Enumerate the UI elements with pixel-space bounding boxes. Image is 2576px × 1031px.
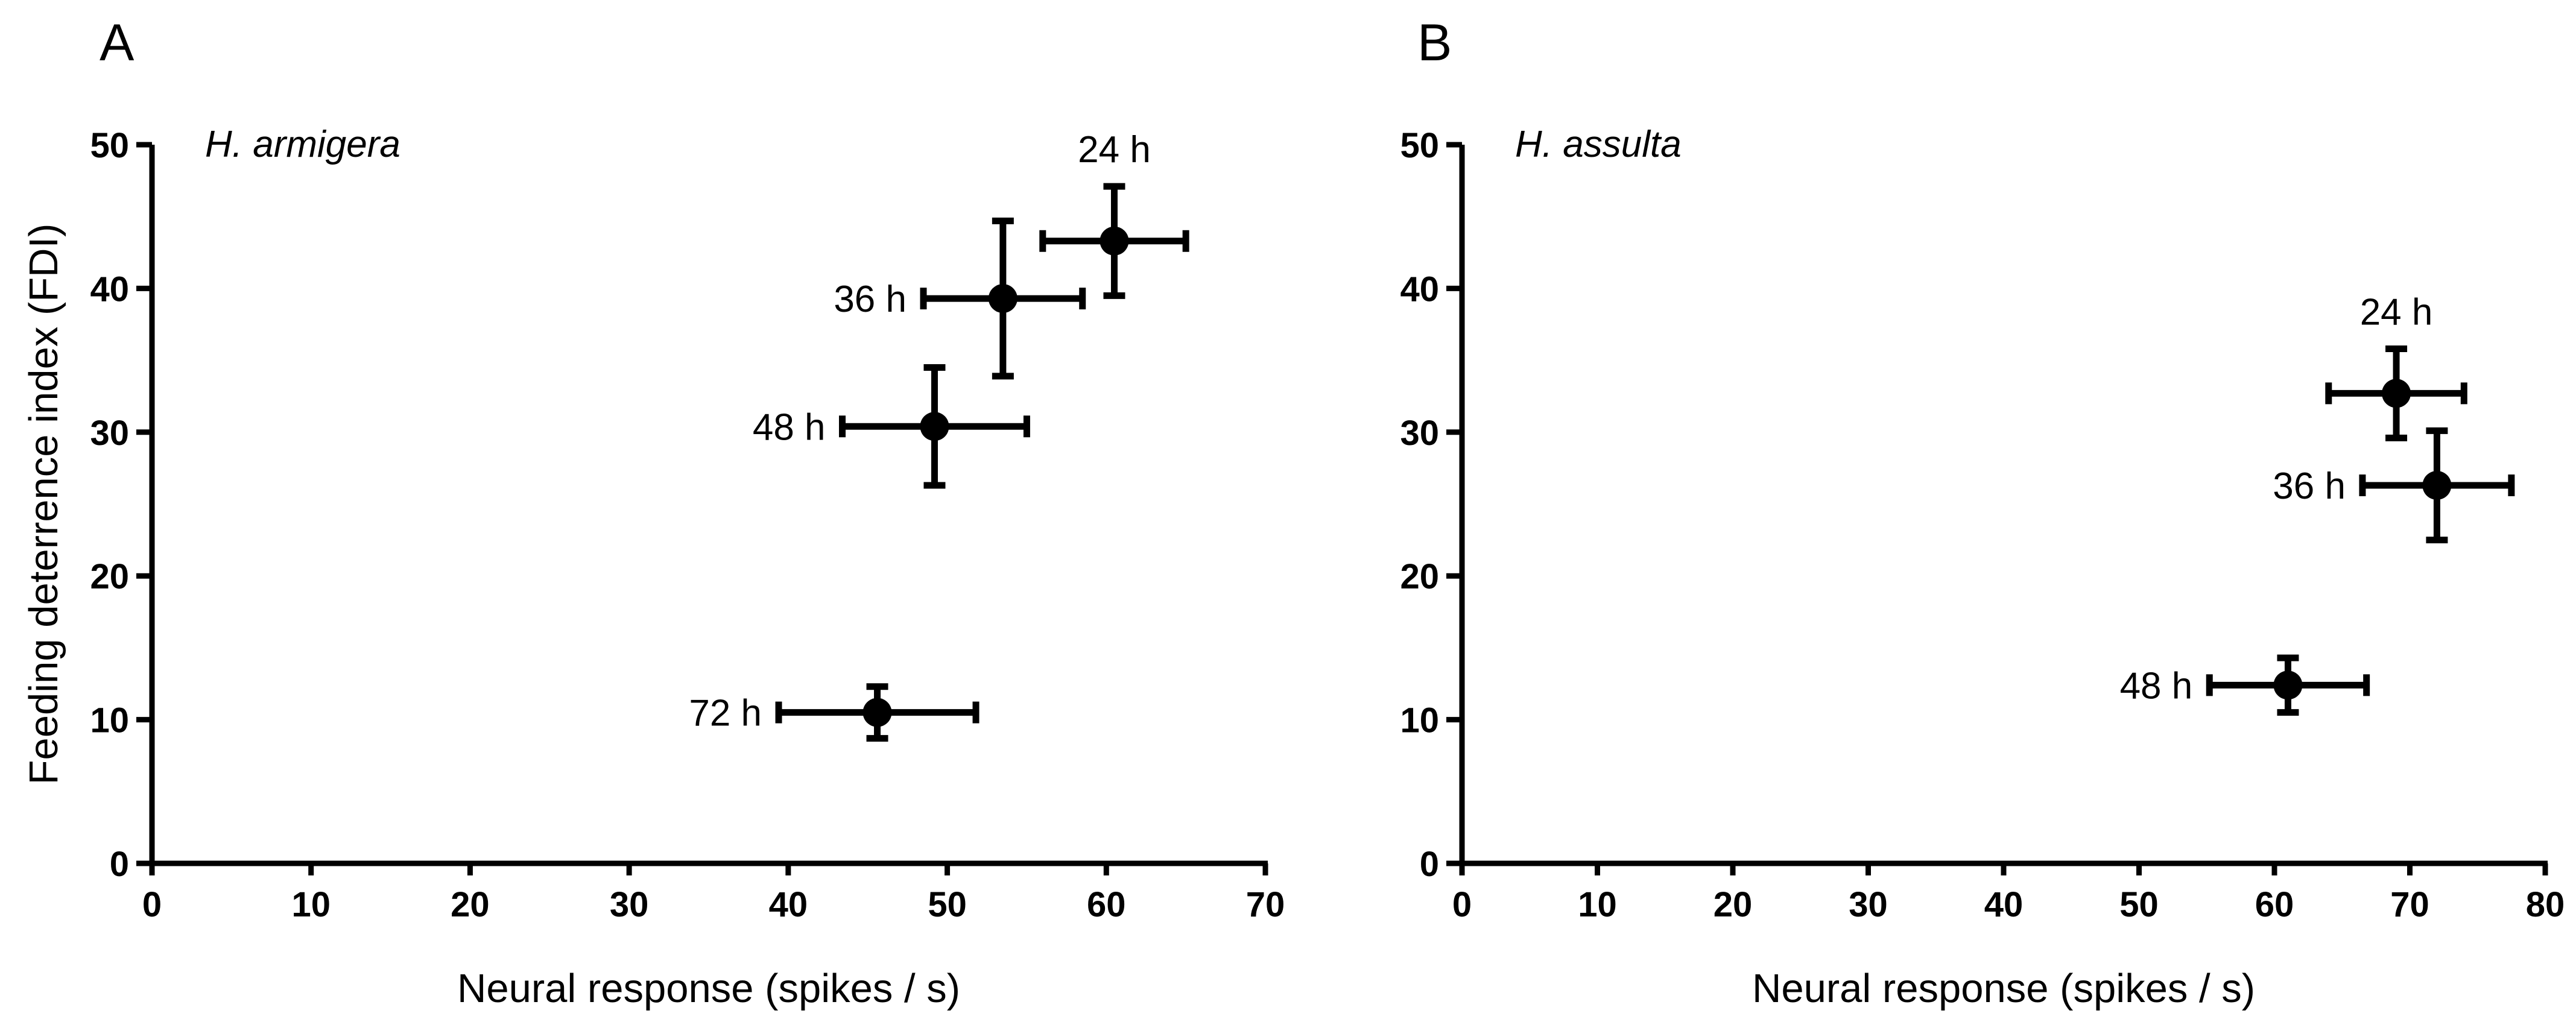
x-tick-label: 20 — [451, 885, 490, 924]
point-marker — [862, 698, 892, 727]
x-tick-label: 0 — [142, 885, 162, 924]
x-tick-label: 40 — [769, 885, 808, 924]
data-point-36h: 36 h — [2273, 427, 2515, 544]
y-tick-label: 50 — [90, 126, 129, 165]
x-tick-label: 40 — [1984, 885, 2024, 924]
y-tick-label: 50 — [1400, 126, 1439, 165]
data-point-36h: 36 h — [834, 217, 1086, 380]
point-marker — [2382, 379, 2411, 408]
y-tick-label: 10 — [1400, 701, 1439, 740]
x-axis-label: Neural response (spikes / s) — [1752, 966, 2255, 1011]
point-label: 24 h — [1078, 129, 1151, 171]
data-point-24h: 24 h — [2325, 292, 2467, 441]
y-tick-label: 30 — [1400, 414, 1439, 453]
point-marker — [1100, 226, 1129, 256]
point-label: 72 h — [689, 693, 762, 734]
species-label: H. armigera — [205, 124, 400, 165]
x-axis-label: Neural response (spikes / s) — [457, 966, 960, 1011]
y-tick-label: 0 — [110, 845, 129, 884]
point-label: 36 h — [2273, 465, 2346, 507]
x-tick-label: 30 — [610, 885, 649, 924]
panel-a: A 0 10 20 30 40 50 60 70 0 10 20 30 40 50 Neural respon… — [21, 14, 1285, 1011]
x-tick-label: 50 — [2119, 885, 2159, 924]
y-tick-label: 20 — [1400, 557, 1439, 596]
y-tick-label: 20 — [90, 557, 129, 596]
data-point-48h: 48 h — [753, 364, 1030, 489]
x-tick-label: 60 — [2255, 885, 2294, 924]
point-label: 24 h — [2360, 292, 2433, 333]
x-tick-label: 0 — [1452, 885, 1472, 924]
x-tick-label: 10 — [291, 885, 331, 924]
point-marker — [920, 412, 949, 441]
data-point-24h: 24 h — [1039, 129, 1189, 299]
panel-b: B 0 10 20 30 40 50 60 70 80 0 10 20 30 40 50 Neural resp… — [1400, 14, 2565, 1011]
y-tick-label: 40 — [90, 270, 129, 309]
point-marker — [2273, 670, 2303, 700]
point-label: 48 h — [753, 406, 826, 448]
x-tick-label: 10 — [1578, 885, 1617, 924]
point-label: 48 h — [2120, 665, 2193, 707]
x-tick-label: 70 — [1246, 885, 1285, 924]
y-tick-label: 10 — [90, 701, 129, 740]
panel-letter: B — [1417, 14, 1452, 72]
y-axis-label: Feeding deterrence index (FDI) — [21, 224, 66, 785]
point-marker — [988, 284, 1017, 314]
x-tick-label: 70 — [2390, 885, 2429, 924]
y-tick-label: 40 — [1400, 270, 1439, 309]
point-label: 36 h — [834, 279, 907, 320]
data-point-72h: 72 h — [689, 683, 979, 742]
panel-letter: A — [100, 14, 134, 72]
y-tick-label: 0 — [1420, 845, 1439, 884]
point-marker — [2422, 471, 2452, 500]
data-point-48h: 48 h — [2120, 654, 2370, 716]
x-tick-label: 60 — [1087, 885, 1126, 924]
x-tick-label: 80 — [2526, 885, 2565, 924]
y-tick-label: 30 — [90, 414, 129, 453]
x-tick-label: 50 — [928, 885, 967, 924]
species-label: H. assulta — [1515, 124, 1682, 165]
x-tick-label: 30 — [1849, 885, 1888, 924]
x-tick-label: 20 — [1714, 885, 1753, 924]
